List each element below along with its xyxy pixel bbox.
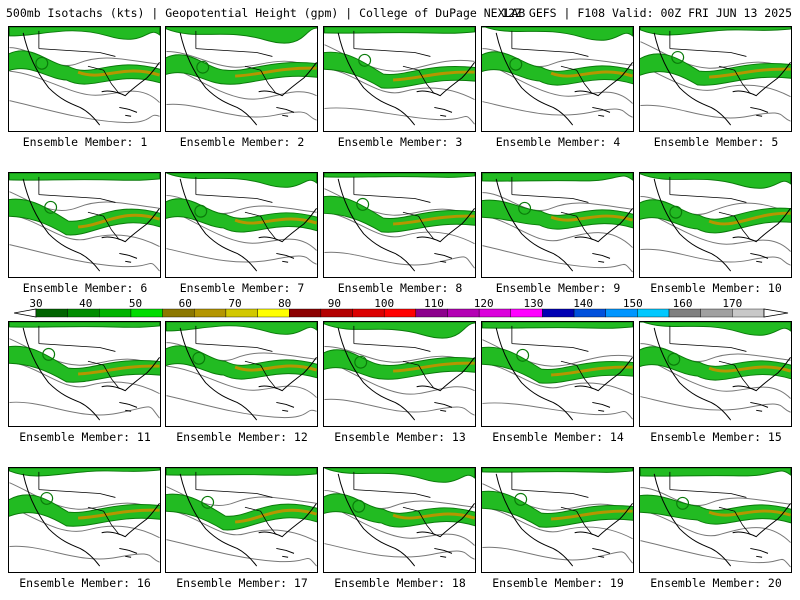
colorbar-segment <box>637 308 670 318</box>
colorbar-segment <box>700 308 733 318</box>
ensemble-map-panel <box>481 467 634 573</box>
colorbar-tick-label: 140 <box>573 298 593 310</box>
colorbar-segment <box>130 308 163 318</box>
ensemble-member-label: Ensemble Member: 20 <box>650 576 782 590</box>
colorbar-tick-label: 170 <box>722 298 742 310</box>
colorbar-tick-label: 160 <box>673 298 693 310</box>
colorbar-tick-label: 100 <box>374 298 394 310</box>
ensemble-member-label: Ensemble Member: 4 <box>495 135 621 149</box>
ensemble-member-label: Ensemble Member: 6 <box>22 281 148 295</box>
ensemble-member-label: Ensemble Member: 12 <box>176 430 308 444</box>
colorbar-segment <box>605 308 638 318</box>
colorbar-segment <box>383 308 417 318</box>
header: 500mb Isotachs (kts) | Geopotential Heig… <box>6 5 796 21</box>
ensemble-member-label: Ensemble Member: 16 <box>19 576 151 590</box>
colorbar-segment <box>732 308 765 318</box>
colorbar-tick-label: 150 <box>623 298 643 310</box>
colorbar-tick-label: 80 <box>278 298 291 310</box>
ensemble-member-label: Ensemble Member: 11 <box>19 430 151 444</box>
ensemble-member-label: Ensemble Member: 5 <box>653 135 779 149</box>
colorbar-tick-label: 110 <box>424 298 444 310</box>
colorbar-segment <box>99 308 132 318</box>
ensemble-map-panel <box>165 321 318 427</box>
colorbar-tick-label: 40 <box>79 298 92 310</box>
ensemble-map-panel <box>165 172 318 278</box>
colorbar-tick-label: 30 <box>29 298 42 310</box>
colorbar-segment <box>415 308 448 318</box>
colorbar-segment <box>542 308 575 318</box>
product-title: 500mb Isotachs (kts) | Geopotential Heig… <box>6 6 526 20</box>
ensemble-map-panel <box>323 172 476 278</box>
ensemble-map-panel <box>639 467 792 573</box>
ensemble-map-panel <box>8 26 161 132</box>
colorbar-tick-label: 130 <box>523 298 543 310</box>
ensemble-map-panel <box>639 26 792 132</box>
ensemble-member-label: Ensemble Member: 19 <box>492 576 624 590</box>
colorbar-left-arrow <box>14 308 37 318</box>
colorbar-segment <box>320 308 353 318</box>
ensemble-map-panel <box>323 467 476 573</box>
colorbar-tick-label: 120 <box>474 298 494 310</box>
ensemble-map-panel <box>323 321 476 427</box>
ensemble-map-panel <box>165 26 318 132</box>
ensemble-member-label: Ensemble Member: 2 <box>179 135 305 149</box>
colorbar-segment <box>67 308 100 318</box>
colorbar-segment <box>194 308 227 318</box>
colorbar-right-arrow <box>763 308 789 318</box>
ensemble-member-label: Ensemble Member: 8 <box>337 281 463 295</box>
ensemble-map-panel <box>481 26 634 132</box>
colorbar-segment <box>510 308 543 318</box>
ensemble-map-panel <box>481 321 634 427</box>
ensemble-member-label: Ensemble Member: 9 <box>495 281 621 295</box>
colorbar-segment <box>478 308 511 318</box>
ensemble-member-label: Ensemble Member: 14 <box>492 430 624 444</box>
colorbar-segment <box>668 308 701 318</box>
run-info: 12Z GEFS | F108 Valid: 00Z FRI JUN 13 20… <box>501 6 792 20</box>
colorbar-tick-label: 50 <box>129 298 142 310</box>
colorbar-tick-label: 70 <box>228 298 241 310</box>
colorbar-segment <box>352 308 385 318</box>
colorbar-segment <box>35 308 68 318</box>
colorbar-segment <box>225 308 258 318</box>
ensemble-member-label: Ensemble Member: 18 <box>334 576 466 590</box>
colorbar-segment <box>447 308 480 318</box>
colorbar-segment <box>289 308 322 318</box>
ensemble-map-panel <box>323 26 476 132</box>
ensemble-map-panel <box>8 321 161 427</box>
ensemble-member-label: Ensemble Member: 7 <box>179 281 305 295</box>
ensemble-member-label: Ensemble Member: 13 <box>334 430 466 444</box>
ensemble-map-panel <box>639 172 792 278</box>
isotach-colorbar: 30 40 50 60 70 80 90 100 110 120 130 140 150 160 170 <box>14 298 790 320</box>
ensemble-map-panel <box>165 467 318 573</box>
colorbar-segment <box>257 308 290 318</box>
ensemble-member-label: Ensemble Member: 17 <box>176 576 308 590</box>
ensemble-member-label: Ensemble Member: 3 <box>337 135 463 149</box>
ensemble-member-label: Ensemble Member: 10 <box>650 281 782 295</box>
ensemble-member-label: Ensemble Member: 1 <box>22 135 148 149</box>
ensemble-map-panel <box>8 172 161 278</box>
colorbar-tick-label: 60 <box>179 298 192 310</box>
colorbar-segment <box>162 308 195 318</box>
ensemble-map-panel <box>481 172 634 278</box>
ensemble-map-panel <box>639 321 792 427</box>
colorbar-segment <box>573 308 606 318</box>
ensemble-member-label: Ensemble Member: 15 <box>650 430 782 444</box>
colorbar-tick-label: 90 <box>328 298 341 310</box>
ensemble-map-panel <box>8 467 161 573</box>
